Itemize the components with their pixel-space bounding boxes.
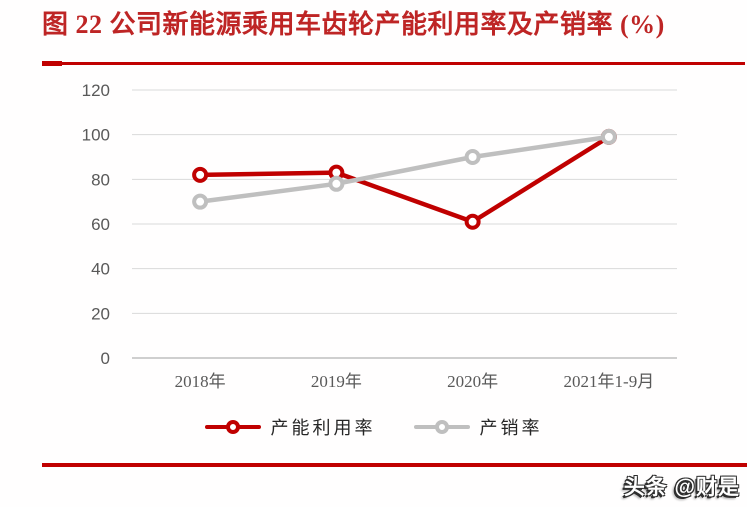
svg-text:20: 20 — [91, 304, 110, 323]
title-rule-tick — [42, 61, 62, 66]
svg-text:2020年: 2020年 — [447, 372, 498, 391]
watermark: 头条 @财是 — [623, 476, 740, 499]
title-rule — [42, 61, 745, 66]
svg-text:40: 40 — [91, 260, 110, 279]
chart-legend: 产能利用率 产销率 — [0, 414, 747, 440]
bottom-rule — [42, 463, 747, 467]
red-line-marker-icon — [204, 420, 261, 434]
svg-text:80: 80 — [91, 170, 110, 189]
legend-item-sales-ratio: 产销率 — [413, 414, 543, 440]
svg-text:2019年: 2019年 — [311, 372, 362, 391]
legend-label-sales-ratio: 产销率 — [479, 418, 543, 438]
svg-text:100: 100 — [82, 126, 110, 145]
svg-text:60: 60 — [91, 215, 110, 234]
legend-item-capacity-utilization: 产能利用率 — [204, 414, 376, 440]
gray-line-marker-icon — [413, 420, 470, 434]
line-chart: 0 20 40 60 80 100 120 2018年 2019年 2020年 2021年1-9月 — [82, 81, 677, 391]
svg-text:2021年1-9月: 2021年1-9月 — [564, 372, 655, 391]
open-circle-icon — [434, 420, 449, 434]
svg-text:0: 0 — [101, 349, 110, 368]
legend-label-capacity-utilization: 产能利用率 — [270, 418, 376, 438]
open-circle-icon — [225, 420, 240, 434]
svg-text:2018年: 2018年 — [175, 372, 226, 391]
svg-text:120: 120 — [82, 81, 110, 100]
figure-title: 图 22 公司新能源乘用车齿轮产能利用率及产销率 (%) — [42, 10, 665, 39]
